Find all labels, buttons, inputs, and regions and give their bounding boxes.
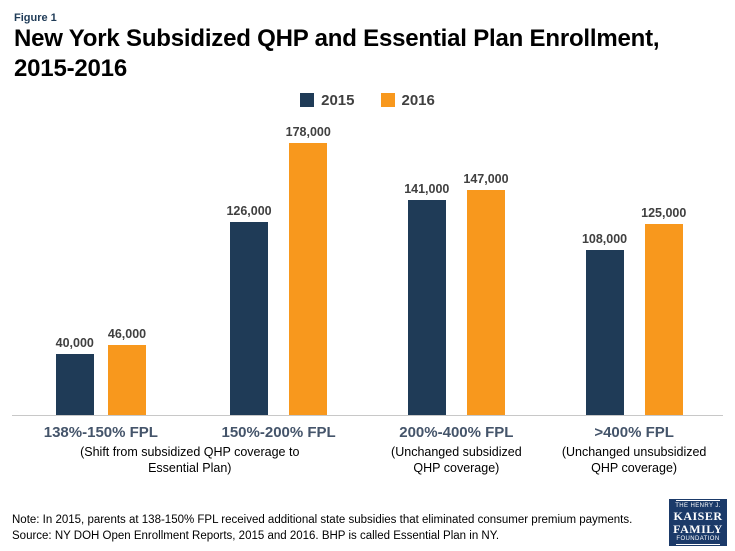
legend-label-2015: 2015 [321, 91, 355, 109]
value-label: 126,000 [226, 203, 272, 218]
legend-swatch-2015 [300, 93, 315, 108]
legend-label-2016: 2016 [401, 91, 435, 109]
value-label: 108,000 [581, 231, 628, 246]
figure-label: Figure 1 [14, 12, 57, 24]
value-label: 141,000 [404, 181, 450, 196]
annotation: (Shift from subsidized QHP coverage to E… [12, 444, 368, 477]
bar-group: 126,000 178,000 [190, 125, 368, 415]
bar-column-2016: 46,000 [108, 327, 146, 415]
bar-column-2016: 147,000 [463, 171, 509, 415]
bar-2016 [644, 223, 683, 415]
annotation-text: (Unchanged subsidized QHP coverage) [391, 444, 522, 476]
note-text: Note: In 2015, parents at 138-150% FPL r… [12, 514, 633, 526]
value-label: 40,000 [55, 335, 94, 350]
logo-divider-top [676, 499, 720, 501]
annotation: (Unchanged unsubsidized QHP coverage) [545, 444, 723, 477]
bar-column-2015: 141,000 [404, 182, 449, 415]
chart-title-line-2: 2015-2016 [14, 55, 127, 83]
logo-text-foundation: FOUNDATION [676, 536, 720, 543]
value-label: 125,000 [641, 205, 687, 220]
legend: 2015 2016 [0, 92, 735, 109]
legend-item-2016: 2016 [380, 91, 435, 109]
chart-title-line-1: New York Subsidized QHP and Essential Pl… [14, 25, 660, 52]
bar-2015 [407, 199, 446, 415]
logo-text-family: FAMILY [673, 521, 723, 536]
bar-column-2015: 126,000 [226, 203, 272, 415]
bar-2016 [289, 142, 328, 415]
bar-group: 108,000 125,000 [545, 206, 723, 415]
bar-column-2015: 108,000 [582, 232, 627, 415]
plot-area: 40,000 46,000 126,000 178,000 141,000 147,000… [12, 117, 723, 416]
annotation-text: (Shift from subsidized QHP coverage to E… [80, 444, 300, 476]
bar-2015 [585, 249, 624, 415]
annotation-row: (Shift from subsidized QHP coverage to E… [12, 444, 723, 477]
logo-text-the-henry-j: THE HENRY J. [675, 502, 721, 509]
category-row: 138%-150% FPL 150%-200% FPL 200%-400% FPL >… [12, 424, 723, 441]
logo-text-kaiser: KAISER [673, 508, 723, 523]
value-label: 46,000 [107, 326, 147, 341]
bar-2016 [466, 189, 505, 415]
bar-column-2016: 125,000 [641, 206, 686, 415]
annotation-text: (Unchanged unsubsidized QHP coverage) [561, 444, 707, 476]
bar-2015 [55, 353, 94, 415]
category-label: 200%-400% FPL [399, 423, 514, 441]
bar-2016 [107, 344, 146, 415]
category-label: >400% FPL [594, 423, 674, 441]
value-label: 178,000 [285, 124, 331, 139]
annotation: (Unchanged subsidized QHP coverage) [368, 444, 546, 477]
legend-item-2015: 2015 [300, 91, 355, 109]
header: Figure 1 New York Subsidized QHP and Ess… [0, 0, 735, 85]
category-label: 138%-150% FPL [43, 423, 158, 441]
bar-group: 40,000 46,000 [12, 327, 190, 415]
bar-2015 [230, 221, 269, 415]
category-label: 150%-200% FPL [221, 423, 336, 441]
value-label: 147,000 [463, 171, 509, 186]
kff-logo: THE HENRY J. KAISER FAMILY FOUNDATION [669, 499, 727, 546]
bar-column-2015: 40,000 [56, 336, 94, 415]
source-text: Source: NY DOH Open Enrollment Reports, … [12, 530, 500, 542]
bar-column-2016: 178,000 [286, 125, 331, 415]
bar-group: 141,000 147,000 [368, 172, 546, 415]
legend-swatch-2016 [380, 93, 395, 108]
logo-divider-bottom [676, 544, 720, 546]
